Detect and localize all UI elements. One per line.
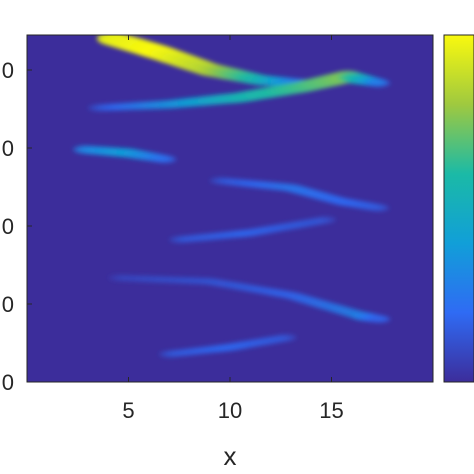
ridge-4 [169,216,336,244]
y-axis-ticks: 0 0 0 0 0 [2,58,32,395]
heatmap-cell [276,334,297,342]
x-tick-label: 10 [218,398,242,423]
heatmap-cell [315,216,336,224]
colorbar [443,34,474,383]
y-tick-label: 0 [2,136,14,161]
heatmap-cell [370,315,391,323]
heatmap-cell [155,155,177,164]
y-tick-label: 0 [2,58,14,83]
ridge-5 [108,274,391,323]
ridge-0 [96,35,318,88]
y-tick-label: 0 [2,370,14,395]
y-tick-label: 0 [2,214,14,239]
ridge-2 [72,145,177,164]
ridge-6 [159,334,297,358]
ridge-3 [209,177,390,212]
heatmap-cell [369,79,391,88]
x-axis-label: x [224,441,237,471]
x-axis-ticks: 5 10 15 [122,35,344,423]
ridge-layer [72,35,391,358]
x-tick-label: 5 [122,398,134,423]
ridge-1 [87,70,391,112]
y-tick-label: 0 [2,292,14,317]
x-tick-label: 15 [319,398,343,423]
heatmap-cell [369,204,390,212]
